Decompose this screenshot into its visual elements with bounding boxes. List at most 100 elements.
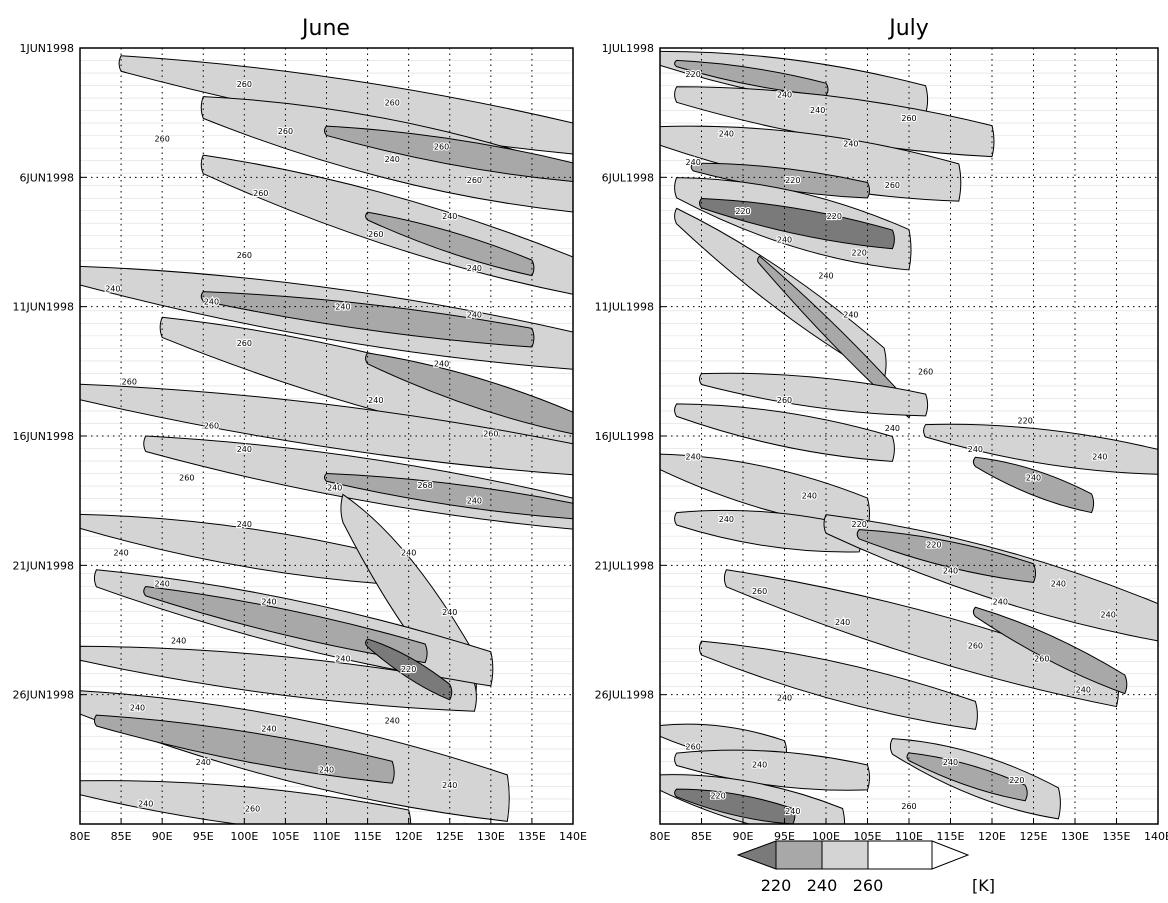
- july-contour-label: 220: [710, 792, 725, 801]
- july-contour-label: 260: [686, 742, 701, 751]
- june-contour-label: 260: [237, 339, 252, 348]
- july-contour-band-240: [690, 162, 870, 199]
- july-contour-label: 240: [993, 598, 1008, 607]
- july-contour-label: 240: [719, 515, 734, 524]
- june-contour-label: 240: [335, 654, 350, 663]
- july-x-tick-label: 95E: [774, 830, 795, 843]
- july-x-tick-label: 100E: [812, 830, 840, 843]
- july-contour-label: 240: [1101, 610, 1116, 619]
- july-y-tick-label: 21JUL1998: [595, 559, 654, 572]
- june-contour-label: 240: [327, 484, 342, 493]
- july-x-tick-label: 85E: [691, 830, 712, 843]
- july-contour-band-240: [972, 456, 1095, 514]
- june-contour-label: 240: [261, 724, 276, 733]
- june-contour-label: 240: [401, 548, 416, 557]
- july-contour-band-260: [723, 569, 1119, 708]
- july-x-tick-label: 80E: [650, 830, 671, 843]
- june-contour-label: 240: [335, 303, 350, 312]
- june-y-tick-label: 11JUN1998: [12, 301, 74, 314]
- july-y-tick-label: 26JUL1998: [595, 689, 654, 702]
- july-x-tick-label: 140E: [1144, 830, 1168, 843]
- july-contour-band-260: [674, 509, 862, 553]
- june-contour-label: 260: [483, 429, 498, 438]
- july-x-tick-label: 130E: [1061, 830, 1089, 843]
- june-contour-label: 220: [401, 665, 416, 674]
- colorbar-segment-260-above: [867, 840, 933, 870]
- july-grid: [660, 48, 1158, 824]
- july-contour-label: 240: [810, 106, 825, 115]
- july-contour-label: 240: [719, 129, 734, 138]
- june-contour-label: 240: [467, 310, 482, 319]
- colorbar-segment-240-260: [821, 840, 869, 870]
- july-contour-label: 240: [1026, 473, 1041, 482]
- july-contour-band-220: [674, 788, 796, 824]
- colorbar-label-220: 220: [761, 876, 792, 895]
- july-contour-label: 220: [735, 207, 750, 216]
- june-panel: 80E 85E 90E 95E 100E 105E 110E 115E 120E 125E 130E…: [12, 42, 587, 843]
- july-x-tick-label: 110E: [895, 830, 923, 843]
- june-contour-label: 240: [155, 579, 170, 588]
- june-contour-label: 240: [442, 781, 457, 790]
- colorbar-label-240: 240: [807, 876, 838, 895]
- june-contour-band-240: [200, 291, 535, 348]
- july-contour-label: 240: [835, 618, 850, 627]
- july-contour-label: 260: [918, 367, 933, 376]
- june-contour-label: 260: [467, 176, 482, 185]
- july-contour-label: 260: [968, 642, 983, 651]
- june-contour-band-240: [324, 472, 573, 520]
- june-contour-label: 260: [122, 378, 137, 387]
- july-contour-label: 240: [686, 158, 701, 167]
- june-contour-label: 240: [130, 704, 145, 713]
- july-contour-label: 240: [1076, 685, 1091, 694]
- july-x-tick-label: 125E: [1020, 830, 1048, 843]
- july-contour-label: 220: [852, 520, 867, 529]
- june-x-tick-label: 85E: [111, 830, 132, 843]
- july-contour-label: 240: [885, 424, 900, 433]
- june-x-tick-label: 80E: [70, 830, 91, 843]
- colorbar-segment-below-220: [736, 840, 777, 870]
- june-contour-label: 260: [237, 80, 252, 89]
- july-contour-label: 260: [901, 802, 916, 811]
- june-contour-label: 260: [245, 804, 260, 813]
- july-contour-label: 240: [843, 310, 858, 319]
- july-contour-band-240: [972, 606, 1128, 695]
- june-contour-band-240: [365, 352, 573, 435]
- july-contour-label: 240: [686, 453, 701, 462]
- june-contour-label: 260: [155, 135, 170, 144]
- july-contour-label: 240: [785, 807, 800, 816]
- june-contour-label: 240: [196, 758, 211, 767]
- july-contour-label: 220: [926, 541, 941, 550]
- june-contour-bands: [80, 55, 573, 824]
- june-contour-label: 240: [319, 766, 334, 775]
- chart-title-june: June: [300, 16, 350, 41]
- july-contour-band-260: [674, 86, 995, 158]
- june-contour-band-260: [159, 316, 573, 455]
- july-contour-label: 240: [1092, 453, 1107, 462]
- june-x-tick-label: 125E: [436, 830, 464, 843]
- june-contour-label: 240: [105, 285, 120, 294]
- colorbar-label-260: 260: [853, 876, 884, 895]
- july-contour-label: 260: [901, 114, 916, 123]
- june-contour-label: 268: [417, 481, 432, 490]
- june-y-tick-label: 6JUN1998: [19, 171, 74, 184]
- june-contour-label: 240: [467, 264, 482, 273]
- july-contour-label: 260: [1034, 654, 1049, 663]
- july-contour-label: 240: [777, 235, 792, 244]
- june-contour-label: 240: [138, 799, 153, 808]
- july-contour-band-260: [674, 403, 895, 462]
- july-contour-label: 220: [686, 70, 701, 79]
- july-contour-label: 240: [943, 567, 958, 576]
- july-contour-bands: [660, 50, 1158, 824]
- july-x-tick-label: 105E: [854, 830, 882, 843]
- june-contour-label: 240: [442, 608, 457, 617]
- july-contour-label: 240: [802, 491, 817, 500]
- july-contour-label: 240: [752, 761, 767, 770]
- july-contour-label: 240: [968, 445, 983, 454]
- july-contour-label: 220: [1009, 776, 1024, 785]
- june-x-tick-label: 130E: [477, 830, 505, 843]
- june-x-tick-label: 115E: [354, 830, 382, 843]
- june-contour-label: 240: [442, 212, 457, 221]
- july-x-tick-label: 135E: [1103, 830, 1131, 843]
- july-contour-label: 240: [843, 140, 858, 149]
- june-contour-label: 240: [385, 717, 400, 726]
